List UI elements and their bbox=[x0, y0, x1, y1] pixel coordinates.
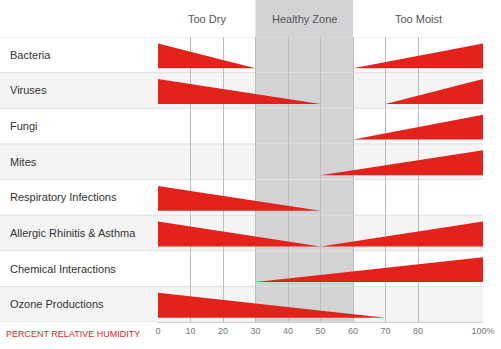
svg-text:100%: 100% bbox=[471, 326, 494, 336]
svg-text:10: 10 bbox=[185, 326, 195, 336]
svg-text:Fungi: Fungi bbox=[10, 120, 38, 132]
svg-text:Healthy Zone: Healthy Zone bbox=[272, 13, 337, 25]
svg-text:70: 70 bbox=[380, 326, 390, 336]
svg-text:40: 40 bbox=[283, 326, 293, 336]
svg-text:80: 80 bbox=[413, 326, 423, 336]
svg-text:Mites: Mites bbox=[10, 156, 37, 168]
svg-text:Chemical Interactions: Chemical Interactions bbox=[10, 263, 116, 275]
svg-text:Too Moist: Too Moist bbox=[395, 13, 442, 25]
svg-text:PERCENT RELATIVE HUMIDITY: PERCENT RELATIVE HUMIDITY bbox=[6, 329, 140, 339]
svg-text:Allergic Rhinitis & Asthma: Allergic Rhinitis & Asthma bbox=[10, 227, 136, 239]
svg-text:30: 30 bbox=[250, 326, 260, 336]
svg-text:50: 50 bbox=[315, 326, 325, 336]
svg-text:Ozone Productions: Ozone Productions bbox=[10, 298, 104, 310]
svg-text:Too Dry: Too Dry bbox=[188, 13, 226, 25]
svg-text:Bacteria: Bacteria bbox=[10, 49, 51, 61]
svg-text:20: 20 bbox=[218, 326, 228, 336]
svg-text:Respiratory Infections: Respiratory Infections bbox=[10, 191, 117, 203]
svg-text:Viruses: Viruses bbox=[10, 84, 47, 96]
svg-text:60: 60 bbox=[348, 326, 358, 336]
svg-text:0: 0 bbox=[155, 326, 160, 336]
